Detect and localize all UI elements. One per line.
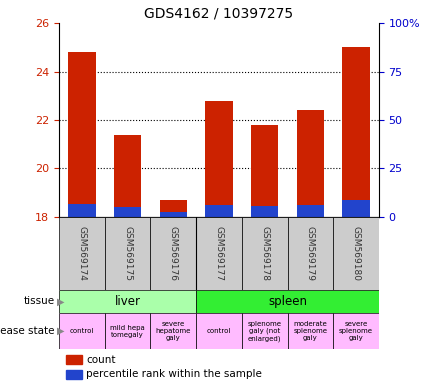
Bar <box>105 313 151 349</box>
Bar <box>59 313 105 349</box>
Bar <box>287 217 333 290</box>
Text: GSM569175: GSM569175 <box>123 226 132 281</box>
Text: control: control <box>207 328 231 334</box>
Bar <box>159 212 187 217</box>
Bar <box>59 290 196 313</box>
Bar <box>114 134 141 217</box>
Bar <box>66 370 81 379</box>
Bar <box>66 355 81 364</box>
Bar <box>205 205 233 217</box>
Bar <box>333 217 379 290</box>
Bar <box>196 217 242 290</box>
Text: severe
hepatome
galy: severe hepatome galy <box>155 321 191 341</box>
Bar <box>59 217 105 290</box>
Text: percentile rank within the sample: percentile rank within the sample <box>86 369 262 379</box>
Bar <box>297 110 324 217</box>
Bar <box>68 204 95 217</box>
Bar <box>196 313 242 349</box>
Bar <box>68 52 95 217</box>
Text: GSM569180: GSM569180 <box>352 226 360 281</box>
Bar <box>105 217 151 290</box>
Text: spleen: spleen <box>268 295 307 308</box>
Text: GSM569178: GSM569178 <box>260 226 269 281</box>
Text: control: control <box>70 328 94 334</box>
Text: splenome
galy (not
enlarged): splenome galy (not enlarged) <box>247 321 282 342</box>
Text: GSM569176: GSM569176 <box>169 226 178 281</box>
Bar <box>333 313 379 349</box>
Text: GSM569177: GSM569177 <box>215 226 223 281</box>
Bar <box>151 217 196 290</box>
Bar <box>151 313 196 349</box>
Text: ▶: ▶ <box>57 296 64 306</box>
Bar <box>242 313 287 349</box>
Title: GDS4162 / 10397275: GDS4162 / 10397275 <box>145 7 293 20</box>
Text: moderate
splenome
galy: moderate splenome galy <box>293 321 327 341</box>
Bar <box>343 200 370 217</box>
Text: ▶: ▶ <box>57 326 64 336</box>
Bar <box>114 207 141 217</box>
Bar <box>251 125 279 217</box>
Bar <box>205 101 233 217</box>
Text: tissue: tissue <box>24 296 55 306</box>
Text: mild hepa
tomegaly: mild hepa tomegaly <box>110 325 145 338</box>
Text: GSM569179: GSM569179 <box>306 226 315 281</box>
Text: disease state: disease state <box>0 326 55 336</box>
Bar <box>297 205 324 217</box>
Text: count: count <box>86 355 116 365</box>
Text: severe
splenome
galy: severe splenome galy <box>339 321 373 341</box>
Bar <box>159 200 187 217</box>
Bar <box>343 47 370 217</box>
Text: liver: liver <box>115 295 141 308</box>
Bar <box>242 217 287 290</box>
Text: GSM569174: GSM569174 <box>78 226 86 281</box>
Bar <box>287 313 333 349</box>
Bar <box>196 290 379 313</box>
Bar <box>251 206 279 217</box>
